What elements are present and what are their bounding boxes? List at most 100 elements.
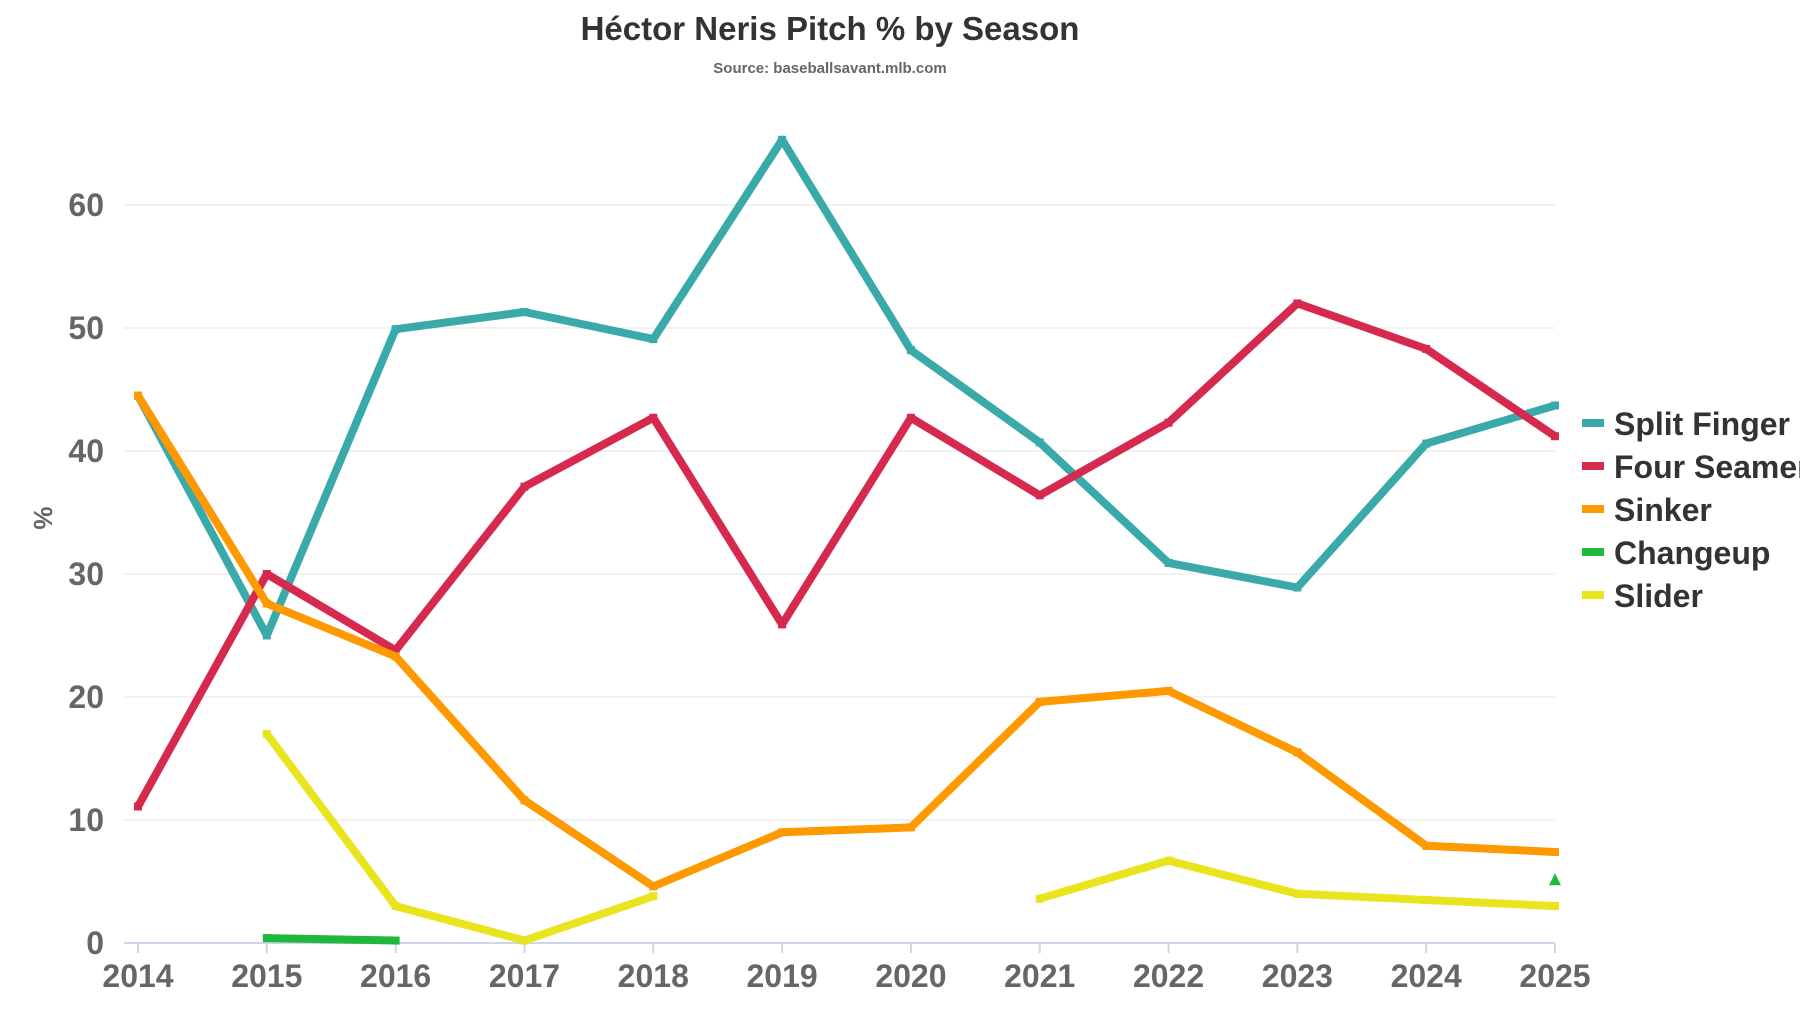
data-point (1164, 686, 1173, 695)
data-point (1035, 894, 1044, 903)
x-tick-label: 2025 (1519, 958, 1590, 994)
y-tick-label: 20 (68, 679, 104, 715)
data-point (520, 796, 529, 805)
data-point (391, 902, 400, 911)
data-point (1035, 491, 1044, 500)
data-point (1164, 418, 1173, 427)
data-point (1551, 847, 1559, 856)
series-sinker (134, 391, 1559, 891)
data-point (1035, 697, 1044, 706)
y-tick-label: 40 (68, 433, 104, 469)
data-point (778, 828, 787, 837)
data-point (134, 802, 142, 811)
data-point (391, 646, 400, 655)
data-point (778, 620, 787, 629)
data-point (1035, 438, 1044, 447)
data-point (391, 936, 400, 945)
legend-swatch (1582, 591, 1604, 599)
legend-item[interactable]: Four Seamer (1582, 449, 1800, 485)
data-point (1293, 299, 1302, 308)
data-point (520, 936, 529, 945)
x-tick-label: 2019 (746, 958, 817, 994)
grid-lines (124, 204, 1555, 821)
y-tick-label: 50 (68, 310, 104, 346)
series-changeup (262, 873, 1561, 945)
data-point (1422, 344, 1431, 353)
data-point (262, 934, 271, 943)
legend-item[interactable]: Changeup (1582, 535, 1770, 571)
x-tick-label: 2021 (1004, 958, 1075, 994)
x-tick-label: 2023 (1262, 958, 1333, 994)
data-point (262, 599, 271, 608)
data-point (1551, 401, 1559, 410)
legend-label: Sinker (1614, 492, 1712, 528)
y-axis-label: % (28, 506, 58, 529)
data-point (906, 823, 915, 832)
x-tick-label: 2022 (1133, 958, 1204, 994)
data-point (906, 346, 915, 355)
series-line (266, 934, 396, 945)
data-point (649, 335, 658, 344)
x-tick-label: 2020 (875, 958, 946, 994)
data-point (1293, 889, 1302, 898)
legend-item[interactable]: Sinker (1582, 492, 1712, 528)
series-line (1038, 856, 1556, 911)
y-tick-label: 60 (68, 187, 104, 223)
legend: Split Finger Four Seamer Sinker Changeup Sli… (1582, 406, 1800, 614)
series-lines (134, 135, 1561, 945)
y-tick-label: 30 (68, 556, 104, 592)
series-line (134, 299, 1558, 809)
legend-item[interactable]: Split Finger (1582, 406, 1790, 442)
data-point (1164, 856, 1173, 865)
legend-swatch (1582, 419, 1604, 427)
legend-label: Split Finger (1614, 406, 1790, 442)
data-point (520, 482, 529, 491)
series-line (263, 731, 655, 945)
series-four-seamer (134, 299, 1559, 811)
legend-swatch (1582, 505, 1604, 513)
data-point (1293, 583, 1302, 592)
legend-label: Four Seamer (1614, 449, 1800, 485)
data-point (262, 729, 271, 738)
chart-title: Héctor Neris Pitch % by Season (580, 10, 1080, 47)
data-point (391, 325, 400, 334)
data-point (262, 570, 271, 578)
data-point (1551, 902, 1559, 911)
data-point (649, 892, 658, 901)
data-point (1422, 439, 1431, 448)
x-tick-label: 2018 (618, 958, 689, 994)
legend-label: Changeup (1614, 535, 1770, 571)
chart-subtitle: Source: baseballsavant.mlb.com (713, 60, 947, 77)
y-tick-label: 0 (86, 925, 104, 961)
data-point (1164, 558, 1173, 567)
data-point (1549, 873, 1561, 886)
data-point (520, 308, 529, 317)
x-tick-label: 2014 (102, 958, 173, 994)
data-point (778, 135, 787, 144)
y-tick-label: 10 (68, 802, 104, 838)
data-point (649, 882, 658, 891)
legend-swatch (1582, 462, 1604, 470)
series-line (134, 135, 1557, 640)
data-point (1551, 432, 1559, 441)
series-split-finger (134, 135, 1559, 640)
data-point (649, 413, 658, 422)
series-slider (262, 729, 1559, 945)
legend-label: Slider (1614, 578, 1703, 614)
legend-swatch (1582, 548, 1604, 556)
data-point (1422, 895, 1431, 904)
x-tick-label: 2024 (1391, 958, 1462, 994)
x-tick-label: 2015 (231, 958, 302, 994)
data-point (262, 631, 271, 640)
x-tick-label: 2016 (360, 958, 431, 994)
data-point (1422, 841, 1431, 850)
x-tick-label: 2017 (489, 958, 560, 994)
data-point (391, 652, 400, 661)
data-point (134, 391, 142, 400)
data-point (906, 413, 915, 422)
legend-item[interactable]: Slider (1582, 578, 1703, 614)
data-point (1293, 748, 1302, 757)
series-line (134, 393, 1556, 891)
